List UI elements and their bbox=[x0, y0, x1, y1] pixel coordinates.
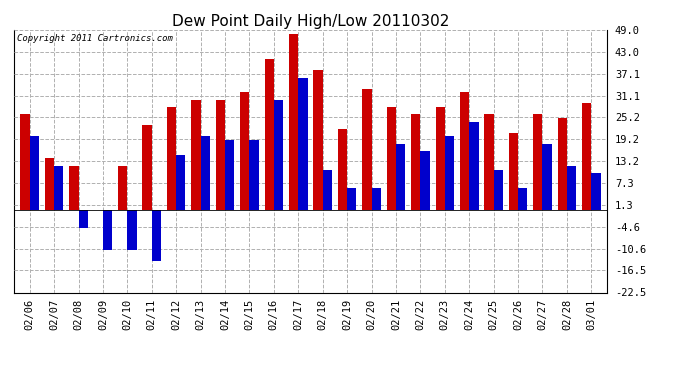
Bar bbox=[69, 166, 79, 210]
Bar bbox=[250, 140, 259, 210]
Bar bbox=[103, 210, 112, 250]
Bar bbox=[338, 129, 347, 210]
Bar bbox=[484, 114, 493, 210]
Bar bbox=[460, 92, 469, 210]
Bar bbox=[591, 173, 600, 210]
Bar bbox=[371, 188, 381, 210]
Bar bbox=[362, 89, 371, 210]
Bar bbox=[469, 122, 478, 210]
Bar bbox=[45, 159, 54, 210]
Bar bbox=[240, 92, 250, 210]
Bar bbox=[128, 210, 137, 250]
Bar bbox=[567, 166, 576, 210]
Bar bbox=[264, 59, 274, 210]
Text: Copyright 2011 Cartronics.com: Copyright 2011 Cartronics.com bbox=[17, 34, 172, 43]
Bar bbox=[518, 188, 527, 210]
Bar bbox=[558, 118, 567, 210]
Bar bbox=[493, 170, 503, 210]
Bar bbox=[386, 107, 396, 210]
Bar bbox=[323, 170, 332, 210]
Bar bbox=[411, 114, 420, 210]
Bar bbox=[167, 107, 176, 210]
Bar bbox=[542, 144, 552, 210]
Bar bbox=[21, 114, 30, 210]
Bar bbox=[176, 155, 186, 210]
Bar bbox=[225, 140, 235, 210]
Bar bbox=[533, 114, 542, 210]
Bar bbox=[191, 100, 201, 210]
Bar bbox=[289, 34, 298, 210]
Bar bbox=[396, 144, 405, 210]
Bar bbox=[313, 70, 323, 210]
Bar bbox=[347, 188, 357, 210]
Bar bbox=[201, 136, 210, 210]
Bar bbox=[30, 136, 39, 210]
Bar bbox=[216, 100, 225, 210]
Bar bbox=[582, 104, 591, 210]
Bar bbox=[54, 166, 63, 210]
Bar bbox=[118, 166, 128, 210]
Bar bbox=[445, 136, 454, 210]
Bar bbox=[509, 133, 518, 210]
Bar bbox=[420, 151, 430, 210]
Bar bbox=[298, 78, 308, 210]
Title: Dew Point Daily High/Low 20110302: Dew Point Daily High/Low 20110302 bbox=[172, 14, 449, 29]
Bar bbox=[79, 210, 88, 228]
Bar bbox=[274, 100, 283, 210]
Bar bbox=[143, 126, 152, 210]
Bar bbox=[435, 107, 445, 210]
Bar bbox=[152, 210, 161, 261]
